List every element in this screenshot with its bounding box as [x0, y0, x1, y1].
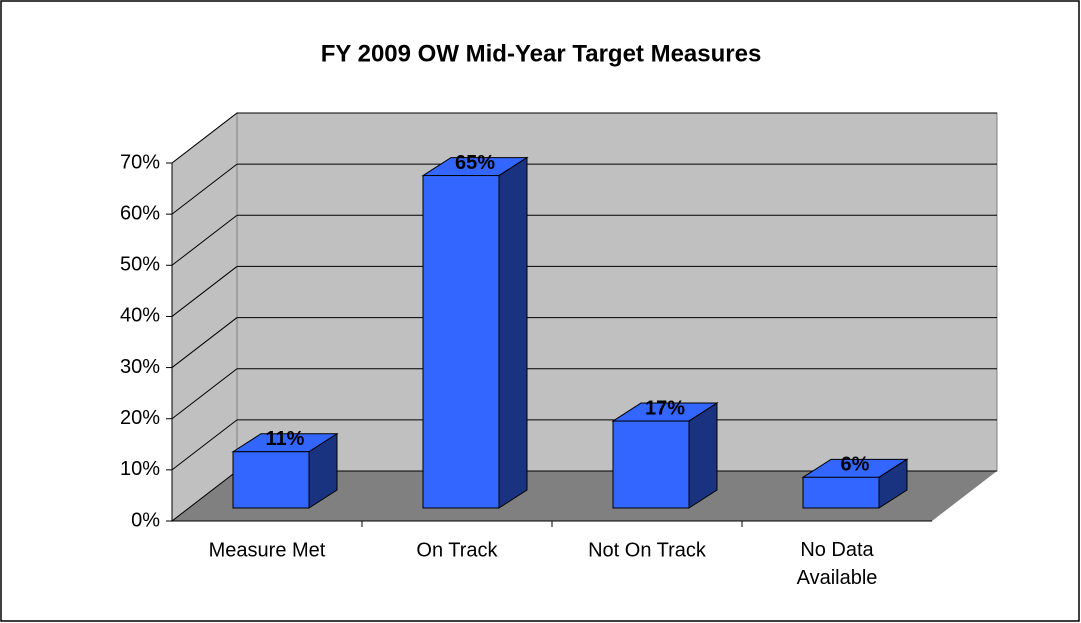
- grid-line: [171, 266, 238, 317]
- grid-line: [171, 163, 238, 215]
- back-wall: [236, 112, 998, 472]
- side-wall: [171, 111, 238, 523]
- grid-line: [171, 112, 238, 164]
- bar-side: [498, 156, 528, 509]
- x-tick-label: No Data Available: [797, 539, 878, 589]
- x-tick-label: Measure Met: [209, 539, 326, 561]
- bar: [232, 451, 310, 509]
- data-label: 17%: [645, 397, 685, 419]
- bar: [612, 420, 690, 509]
- y-tick-label: 30%: [120, 356, 160, 378]
- chart-title: FY 2009 OW Mid-Year Target Measures: [321, 40, 762, 67]
- data-label: 11%: [266, 428, 305, 450]
- x-tick-label: On Track: [416, 539, 498, 561]
- grid-line: [171, 214, 238, 266]
- grid-line: [171, 419, 238, 471]
- y-tick-label: 10%: [120, 458, 160, 480]
- y-tick-label: 20%: [120, 407, 160, 429]
- grid-line: [171, 317, 238, 368]
- x-tick-label: Not On Track: [588, 539, 707, 561]
- y-tick-label: 40%: [120, 305, 160, 327]
- y-tick-label: 50%: [120, 254, 160, 276]
- data-label: 65%: [455, 152, 495, 174]
- floor: [172, 471, 997, 521]
- y-tick-label: 0%: [131, 509, 160, 531]
- bar: [802, 476, 880, 509]
- grid-line: [171, 368, 238, 420]
- grid-line: [171, 470, 238, 522]
- y-tick-label: 60%: [120, 202, 160, 224]
- data-label: 6%: [841, 454, 870, 476]
- bar-side: [688, 402, 718, 509]
- y-tick-label: 70%: [120, 151, 160, 173]
- bar: [422, 175, 500, 509]
